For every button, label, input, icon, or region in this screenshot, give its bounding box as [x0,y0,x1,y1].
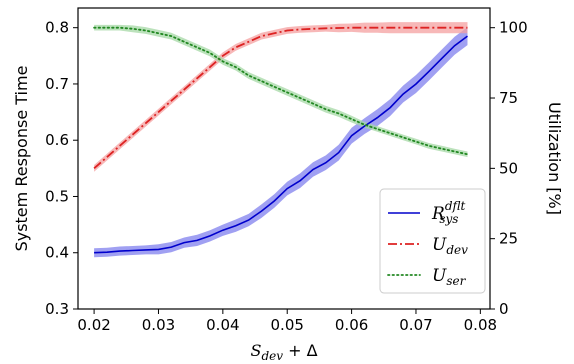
x-tick-label: 0.07 [399,316,432,334]
y-left-tick-label: 0.8 [45,19,69,37]
x-tick-label: 0.06 [335,316,368,334]
y-left-tick-label: 0.6 [45,131,69,149]
y-left-tick-label: 0.3 [45,300,69,318]
legend-entry-dev: Udev [432,235,468,257]
x-tick-label: 0.08 [464,316,497,334]
series-line-ser [93,26,469,156]
plot-frame [77,7,491,310]
x-tick-label: 0.05 [271,316,304,334]
legend-entry-ser: User [432,266,467,288]
y-axis-left-label: System Response Time [12,66,31,252]
y-axis-right: 0 25 50 75 100 [490,19,528,318]
y-left-tick-label: 0.7 [45,75,69,93]
series-line-dev [93,26,468,169]
y-right-tick-label: 75 [499,89,518,107]
y-right-tick-label: 0 [499,300,509,318]
x-tick-label: 0.03 [142,316,175,334]
series-lines [93,26,469,254]
band-dev [94,22,468,172]
y-axis-left: 0.3 0.4 0.5 0.6 0.7 0.8 [45,19,78,318]
series-line-sys [94,35,468,254]
legend-box [379,188,486,294]
y-axis-right-label: Utilization [%] [545,102,564,215]
y-right-tick-label: 25 [499,230,518,248]
x-axis: 0.02 0.03 0.04 0.05 0.06 0.07 0.08 [77,309,497,334]
y-right-tick-label: 100 [499,19,528,37]
y-right-tick-label: 50 [499,159,518,177]
y-left-tick-label: 0.5 [45,187,69,205]
x-axis-label: Sdev + Δ [250,341,317,363]
legend-entry-sys: Rdflt sys [431,199,465,226]
band-ser [94,24,468,158]
confidence-bands [94,22,468,258]
x-tick-label: 0.04 [206,316,239,334]
x-tick-label: 0.02 [77,316,110,334]
legend: Rdflt sys Udev User [379,188,486,294]
y-left-tick-label: 0.4 [45,244,69,262]
